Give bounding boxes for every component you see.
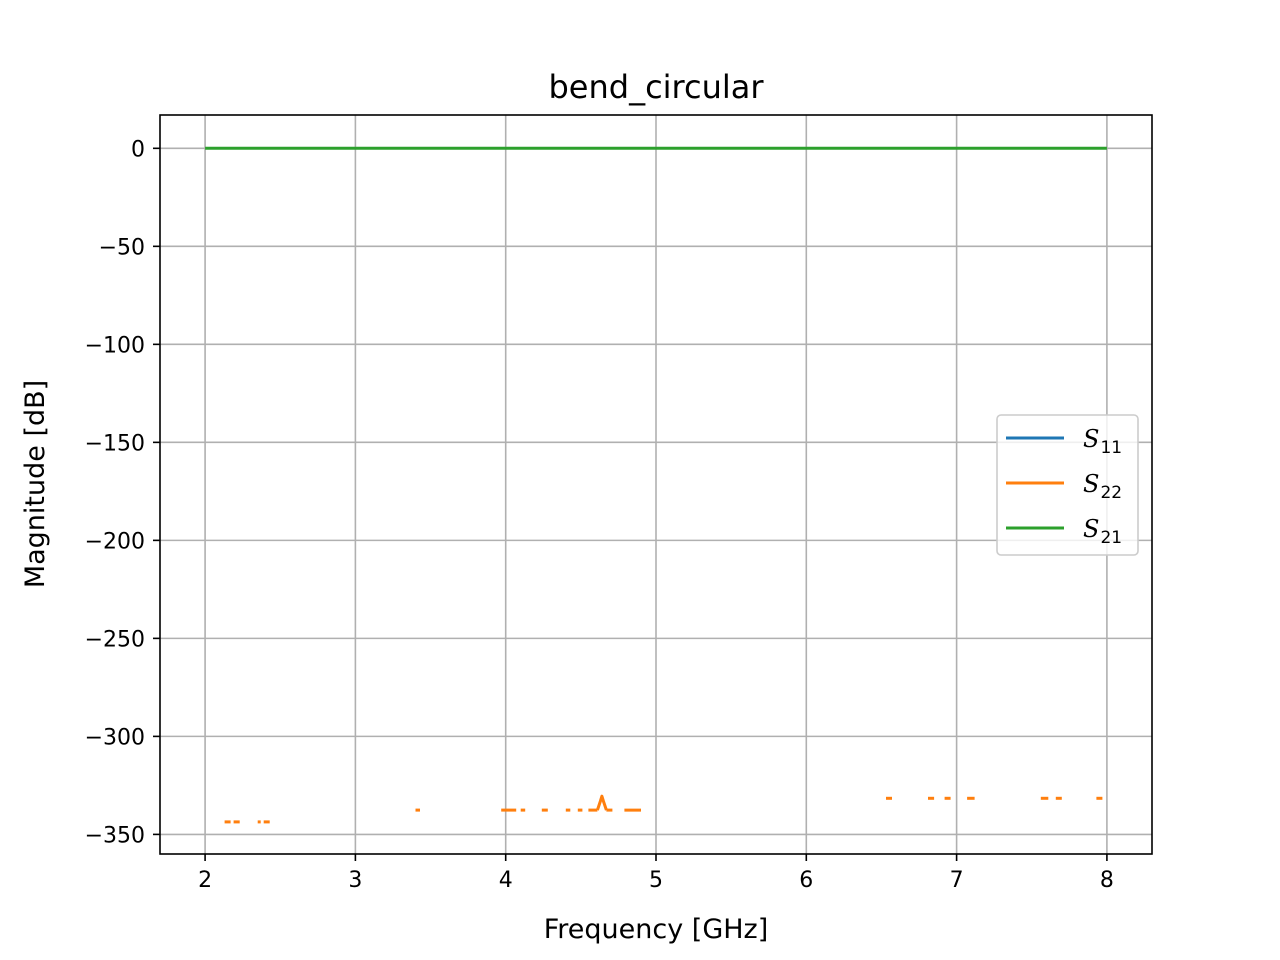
series-s22-line (595, 794, 608, 811)
x-tick-label: 8 (1100, 868, 1114, 893)
y-tick-label: 0 (131, 137, 145, 162)
y-axis: 0 −50 −100 −150 −200 −250 −300 −350 (85, 137, 160, 848)
x-tick-label: 2 (198, 868, 212, 893)
y-tick-label: −350 (85, 823, 145, 848)
y-tick-label: −300 (85, 725, 145, 750)
x-tick-label: 5 (649, 868, 663, 893)
y-tick-label: −50 (99, 235, 145, 260)
legend: S11 S22 S21 (996, 414, 1139, 556)
x-axis: 2 3 4 5 6 7 8 (198, 854, 1114, 893)
y-tick-label: −250 (85, 627, 145, 652)
x-axis-label: Frequency [GHz] (544, 914, 769, 945)
legend-label-s22: S22 (1083, 470, 1122, 503)
x-tick-label: 6 (799, 868, 813, 893)
legend-label-s11: S11 (1083, 425, 1122, 458)
x-tick-label: 3 (348, 868, 362, 893)
y-tick-label: −100 (85, 333, 145, 358)
y-axis-label: Magnitude [dB] (20, 380, 51, 588)
x-tick-label: 7 (950, 868, 964, 893)
legend-label-s21: S21 (1083, 515, 1122, 548)
y-tick-label: −200 (85, 529, 145, 554)
y-tick-label: −150 (85, 431, 145, 456)
chart-title: bend_circular (548, 68, 764, 106)
legend-box (996, 414, 1139, 556)
x-tick-label: 4 (499, 868, 513, 893)
series-s22 (224, 794, 1103, 824)
plot-series (205, 146, 1107, 824)
